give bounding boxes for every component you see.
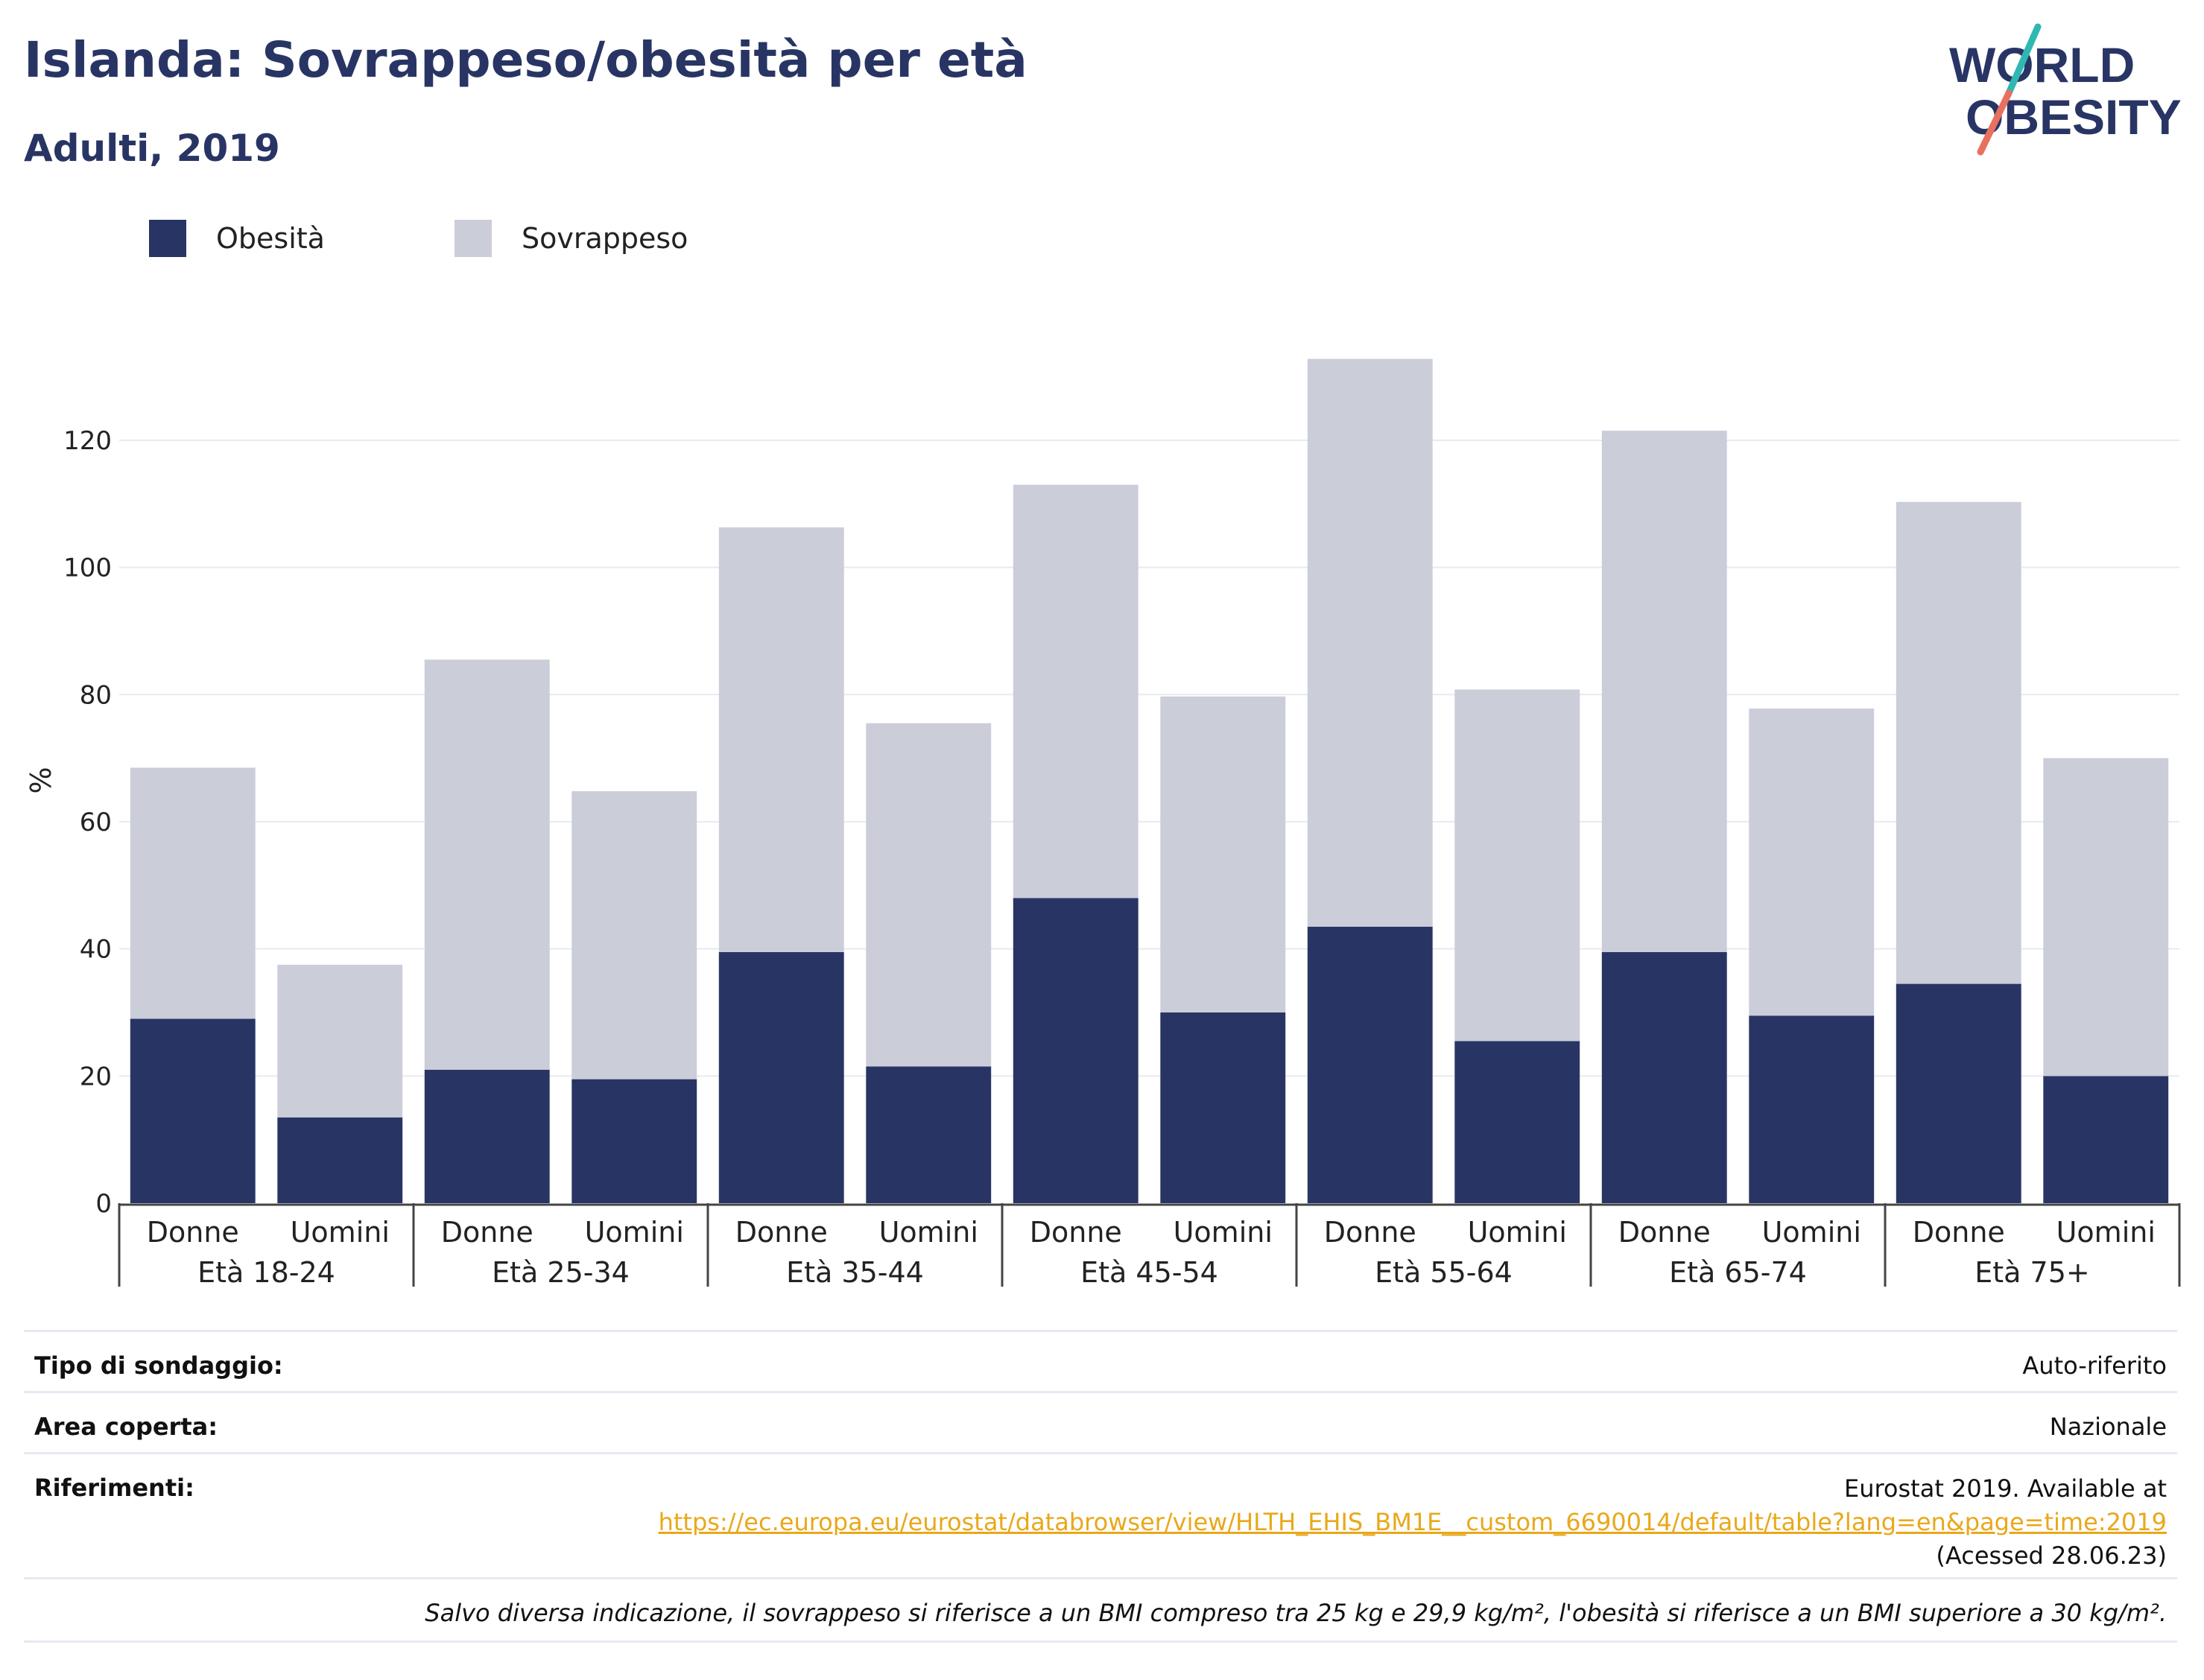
- bar-obesity: [1601, 951, 1727, 1203]
- meta-row-references: Riferimenti: Eurostat 2019. Available at…: [24, 1452, 2177, 1579]
- y-tick-label: 60: [80, 808, 112, 837]
- legend-swatch-overweight: [455, 220, 492, 257]
- bar-obesity: [718, 951, 844, 1203]
- bar-overweight: [277, 964, 403, 1118]
- legend-label-overweight: Sovrappeso: [522, 222, 688, 255]
- bar-overweight: [718, 527, 844, 952]
- x-tick-label-sex: Donne: [1618, 1216, 1711, 1249]
- bar-overweight: [130, 767, 256, 1019]
- bar-obesity: [2043, 1076, 2169, 1203]
- bar-overweight: [1454, 689, 1580, 1042]
- y-tick-label: 0: [95, 1189, 112, 1219]
- area-covered-label: Area coperta:: [34, 1413, 218, 1441]
- meta-row-area: Area coperta: Nazionale: [24, 1391, 2177, 1454]
- bar-obesity: [1160, 1012, 1286, 1203]
- references-value: Eurostat 2019. Available at https://ec.e…: [659, 1472, 2167, 1573]
- legend-swatch-obesity: [149, 220, 186, 257]
- bar-obesity: [424, 1069, 550, 1203]
- x-group-label: Età 18-24: [197, 1256, 335, 1289]
- area-covered-value: Nazionale: [2049, 1413, 2167, 1441]
- bar-overweight: [1601, 431, 1727, 952]
- y-tick-label: 40: [80, 935, 112, 965]
- logo-slash-coral: [1977, 89, 2013, 156]
- x-tick-label-sex: Uomini: [585, 1216, 684, 1249]
- x-tick-label-sex: Uomini: [2056, 1216, 2156, 1249]
- x-tick-label-sex: Donne: [735, 1216, 828, 1249]
- x-tick-label-sex: Uomini: [1174, 1216, 1273, 1249]
- chart-title: Islanda: Sovrappeso/obesità per età: [24, 31, 1027, 89]
- legend-item-obesity[interactable]: Obesità: [149, 220, 325, 257]
- reference-link[interactable]: https://ec.europa.eu/eurostat/databrowse…: [658, 1508, 2167, 1536]
- bar-overweight: [1307, 358, 1433, 927]
- bar-obesity: [1013, 898, 1139, 1203]
- x-group-label: Età 35-44: [786, 1256, 924, 1289]
- bar-chart: 0 20 40 60 80 100 120% Donne Uomini Donne Uomini Do…: [25, 358, 2181, 1289]
- x-tick-label-sex: Donne: [1030, 1216, 1122, 1249]
- x-group-label: Età 55-64: [1375, 1256, 1513, 1289]
- y-tick-label: 100: [63, 554, 112, 583]
- x-tick-label-sex: Uomini: [1468, 1216, 1567, 1249]
- bar-obesity: [571, 1079, 697, 1203]
- legend-item-overweight[interactable]: Sovrappeso: [455, 220, 688, 257]
- bar-obesity: [1896, 983, 2021, 1203]
- logo-slash-teal: [2005, 23, 2042, 97]
- y-tick-label: 120: [63, 426, 112, 456]
- bar-obesity: [1307, 926, 1433, 1203]
- survey-type-value: Auto-riferito: [2022, 1351, 2167, 1380]
- y-tick-label: 20: [80, 1062, 112, 1091]
- logo-text-world: WORLD: [1949, 37, 2135, 92]
- bar-obesity: [130, 1018, 256, 1203]
- x-tick-label-sex: Uomini: [291, 1216, 390, 1249]
- references-label: Riferimenti:: [34, 1474, 194, 1502]
- meta-row-survey: Tipo di sondaggio: Auto-riferito: [24, 1330, 2177, 1393]
- x-group-label: Età 65-74: [1669, 1256, 1807, 1289]
- world-obesity-logo: WORLD OBESITY: [1949, 23, 2182, 156]
- bar-overweight: [1896, 501, 2021, 984]
- x-tick-label-sex: Uomini: [879, 1216, 978, 1249]
- bar-obesity: [866, 1066, 992, 1203]
- x-tick-label-sex: Donne: [1913, 1216, 2005, 1249]
- x-group-label: Età 45-54: [1080, 1256, 1218, 1289]
- x-group-label: Età 75+: [1975, 1256, 2089, 1289]
- bar-overweight: [1749, 709, 1875, 1016]
- reference-source: Eurostat 2019. Available at: [1843, 1474, 2167, 1503]
- reference-accessed: (Acessed 28.06.23): [1936, 1541, 2167, 1570]
- bar-overweight: [866, 723, 992, 1067]
- logo-text-obesity: OBESITY: [1966, 89, 2182, 145]
- meta-row-note: Salvo diversa indicazione, il sovrappeso…: [24, 1577, 2177, 1643]
- survey-type-label: Tipo di sondaggio:: [34, 1351, 283, 1380]
- definition-note: Salvo diversa indicazione, il sovrappeso…: [425, 1599, 2167, 1627]
- x-tick-label-sex: Donne: [1324, 1216, 1416, 1249]
- bar-overweight: [1160, 696, 1286, 1012]
- bar-overweight: [1013, 484, 1139, 898]
- y-axis-title: %: [25, 767, 57, 793]
- bar-overweight: [424, 659, 550, 1070]
- x-tick-label-sex: Donne: [147, 1216, 239, 1249]
- bar-obesity: [277, 1117, 403, 1203]
- bar-obesity: [1454, 1041, 1580, 1203]
- bar-overweight: [2043, 758, 2169, 1077]
- y-tick-label: 80: [80, 680, 112, 710]
- legend-label-obesity: Obesità: [216, 222, 325, 255]
- x-tick-label-sex: Donne: [441, 1216, 533, 1249]
- bar-overweight: [571, 791, 697, 1080]
- chart-subtitle: Adulti, 2019: [24, 127, 280, 170]
- x-group-label: Età 25-34: [492, 1256, 630, 1289]
- bar-obesity: [1749, 1015, 1875, 1203]
- x-tick-label-sex: Uomini: [1762, 1216, 1861, 1249]
